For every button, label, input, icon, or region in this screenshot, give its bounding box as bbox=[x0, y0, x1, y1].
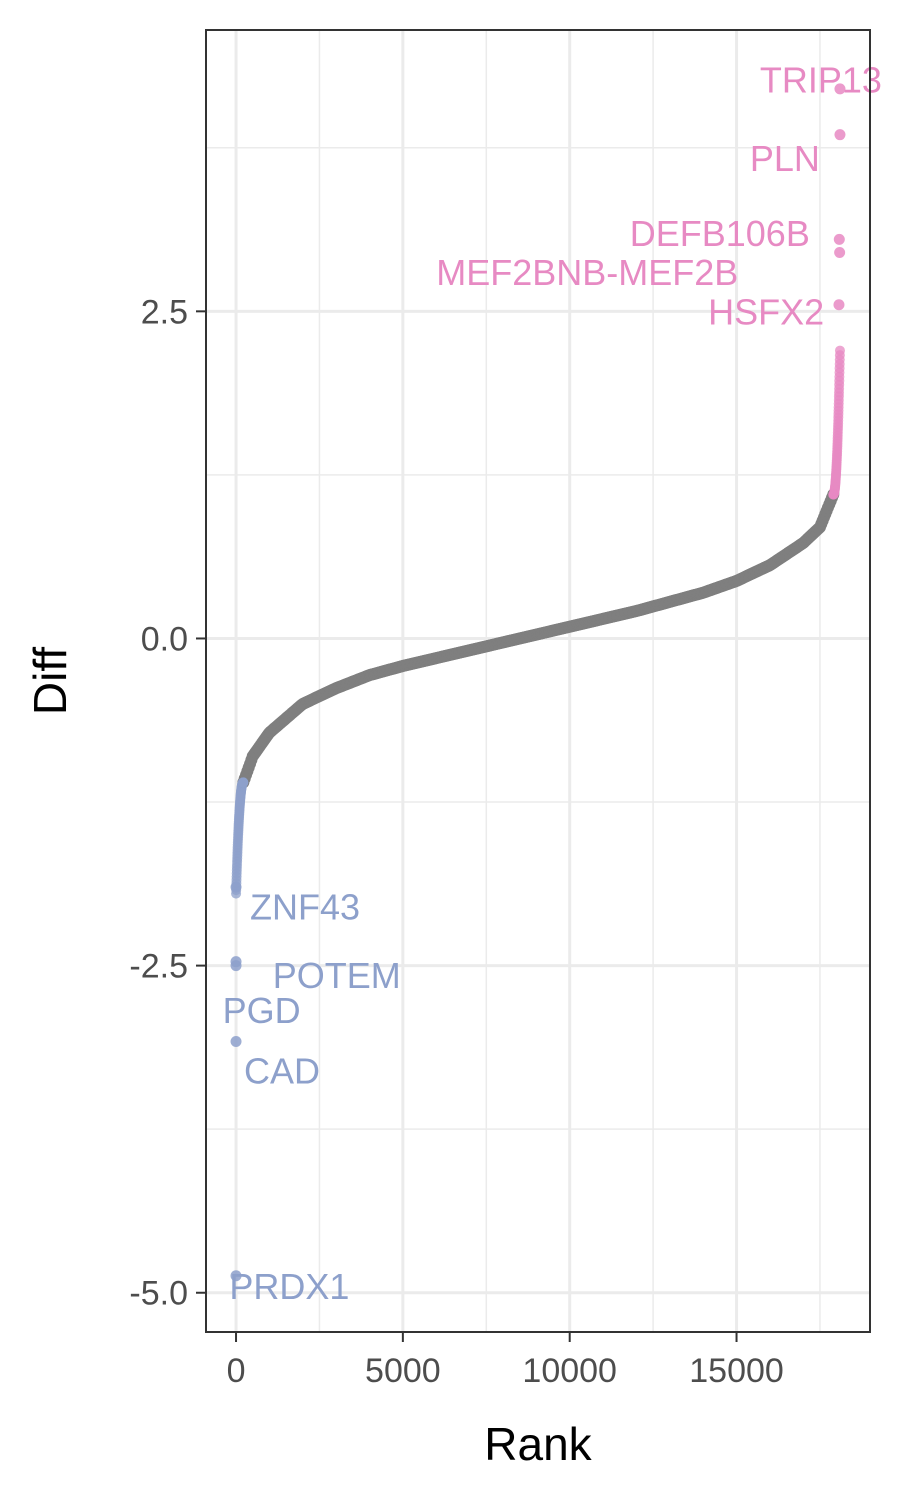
y-axis: -5.0 -2.5 0.0 2.5 bbox=[129, 293, 206, 1313]
highlighted-point bbox=[230, 1036, 242, 1048]
gene-label: PLN bbox=[750, 138, 820, 179]
gene-label: PRDX1 bbox=[229, 1266, 349, 1307]
y-tick-label: -5.0 bbox=[129, 1275, 188, 1313]
neutral-points bbox=[237, 488, 840, 789]
x-tick-label: 0 bbox=[227, 1352, 246, 1390]
x-axis-title: Rank bbox=[484, 1418, 592, 1470]
y-tick-label: 2.5 bbox=[141, 293, 188, 331]
gene-label: TRIP13 bbox=[760, 60, 882, 101]
gene-label: DEFB106B bbox=[630, 213, 810, 254]
up-points bbox=[828, 83, 846, 500]
x-tick-label: 15000 bbox=[689, 1352, 784, 1390]
x-axis: 0 5000 10000 15000 bbox=[227, 1332, 784, 1390]
up-point bbox=[834, 345, 845, 356]
highlighted-point bbox=[834, 129, 846, 141]
highlighted-point bbox=[833, 299, 845, 311]
x-tick-label: 5000 bbox=[365, 1352, 441, 1390]
gene-label: PGD bbox=[223, 990, 301, 1031]
highlighted-point bbox=[230, 881, 242, 893]
gene-label: ZNF43 bbox=[250, 887, 360, 928]
gene-label: CAD bbox=[244, 1050, 320, 1091]
highlighted-point bbox=[834, 246, 846, 258]
x-tick-label: 10000 bbox=[522, 1352, 617, 1390]
minor-gridlines bbox=[206, 30, 870, 1332]
highlighted-point bbox=[833, 233, 845, 245]
highlighted-point bbox=[834, 83, 846, 95]
major-gridlines bbox=[206, 30, 870, 1332]
panel-border bbox=[205, 29, 871, 1333]
gene-label: HSFX2 bbox=[708, 291, 824, 332]
gene-label: MEF2BNB-MEF2B bbox=[436, 252, 738, 293]
gene-label: POTEM bbox=[273, 955, 401, 996]
highlighted-point bbox=[230, 1270, 242, 1282]
y-tick-label: 0.0 bbox=[141, 620, 188, 658]
highlighted-point bbox=[230, 960, 242, 972]
y-axis-title: Diff bbox=[24, 647, 76, 715]
y-tick-label: -2.5 bbox=[129, 948, 188, 986]
down-points bbox=[230, 777, 249, 1282]
down-point bbox=[238, 777, 249, 788]
